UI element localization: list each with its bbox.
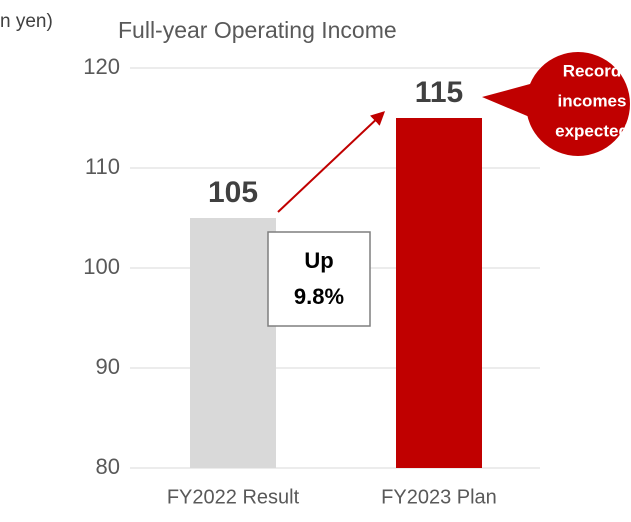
chart-title: Full-year Operating Income — [118, 17, 397, 43]
x-tick-label: FY2022 Result — [167, 486, 300, 508]
y-axis-label: n yen) — [0, 11, 53, 32]
annotation-text: Up — [304, 248, 333, 273]
value-label: 105 — [208, 176, 258, 209]
x-tick-label: FY2023 Plan — [381, 486, 497, 508]
y-tick-label: 90 — [96, 354, 120, 379]
callout — [526, 52, 630, 156]
callout — [482, 84, 532, 118]
callout-text: Record — [563, 61, 622, 80]
y-tick-label: 110 — [85, 154, 120, 179]
bar — [190, 218, 276, 468]
bar — [396, 118, 482, 468]
callout-text: incomes — [558, 91, 627, 110]
callout-text: expected — [555, 121, 629, 140]
arrow — [277, 111, 386, 213]
y-tick-label: 80 — [96, 454, 120, 479]
annotation-box — [267, 231, 371, 327]
annotation-text: 9.8% — [294, 284, 344, 309]
y-tick-label: 120 — [83, 54, 120, 79]
value-label: 115 — [415, 76, 463, 109]
y-tick-label: 100 — [83, 254, 120, 279]
